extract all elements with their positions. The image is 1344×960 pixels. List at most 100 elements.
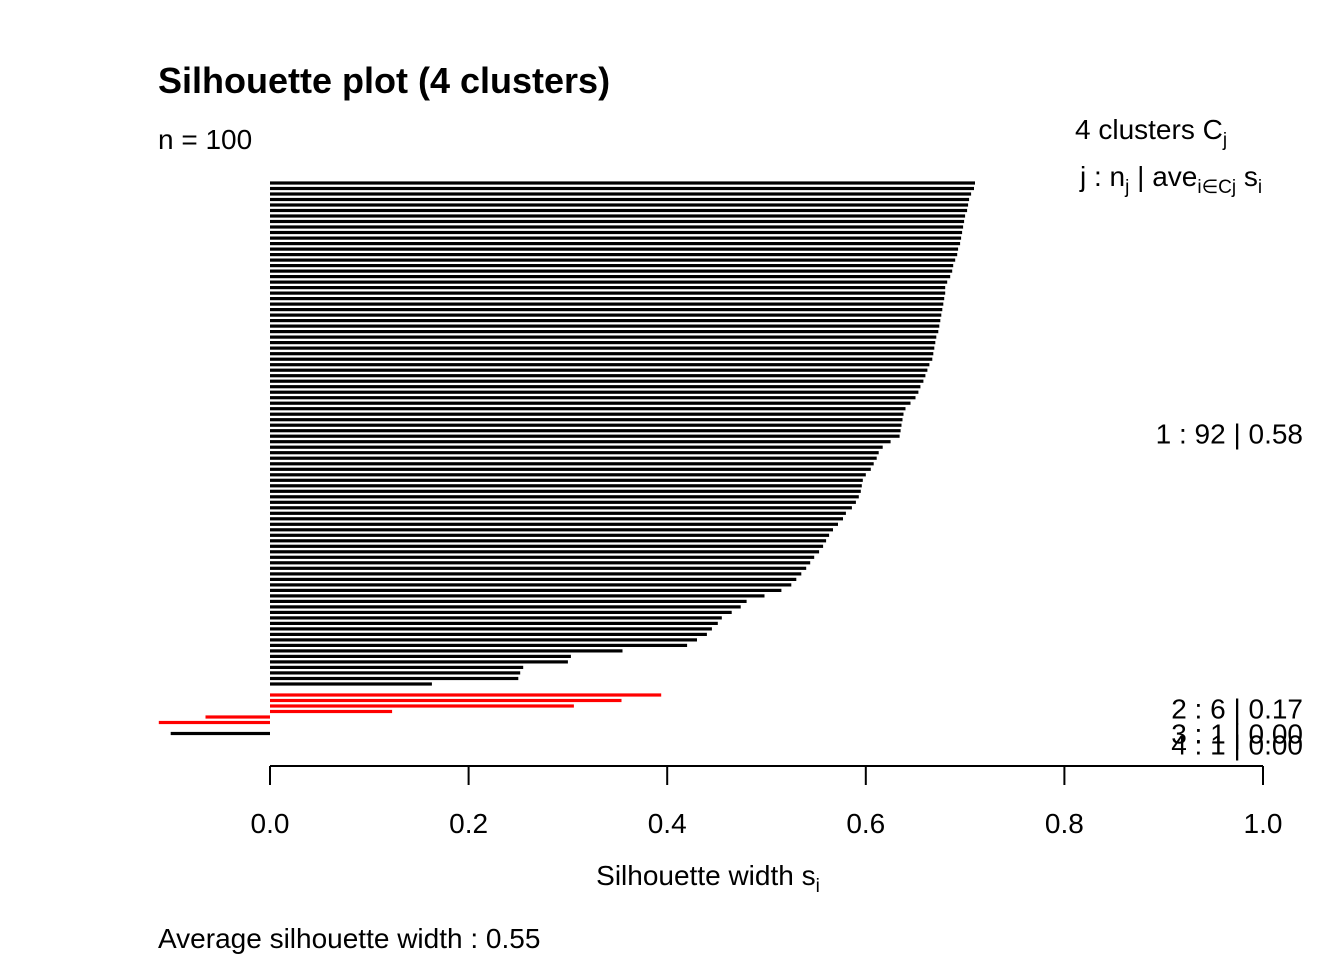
silhouette-bar-cluster-1 <box>270 242 961 246</box>
silhouette-bar-cluster-1 <box>270 550 820 554</box>
silhouette-bar-cluster-1 <box>270 203 969 207</box>
silhouette-bar-cluster-1 <box>270 302 944 306</box>
x-tick-label: 0.0 <box>251 808 290 839</box>
silhouette-bar-cluster-2 <box>270 693 662 697</box>
silhouette-bar-cluster-1 <box>270 533 830 537</box>
silhouette-bar-cluster-1 <box>270 456 877 460</box>
silhouette-bar-cluster-1 <box>270 594 765 598</box>
silhouette-bar-cluster-1 <box>270 363 930 367</box>
silhouette-bar-cluster-1 <box>270 412 904 416</box>
silhouette-bar-cluster-1 <box>270 605 741 609</box>
silhouette-bar-cluster-1 <box>270 324 940 328</box>
silhouette-bar-cluster-1 <box>270 269 953 273</box>
silhouette-bar-cluster-1 <box>270 445 883 449</box>
silhouette-bar-cluster-1 <box>270 286 946 290</box>
silhouette-bar-cluster-1 <box>270 682 432 686</box>
silhouette-bar-cluster-1 <box>270 599 747 603</box>
silhouette-bar-cluster-1 <box>270 225 964 229</box>
silhouette-bar-cluster-1 <box>270 308 943 312</box>
silhouette-bar-cluster-1 <box>270 627 712 631</box>
silhouette-bar-cluster-1 <box>270 632 707 636</box>
silhouette-bar-cluster-1 <box>270 374 926 378</box>
legend-header-line1: 4 clusters Cj <box>1075 114 1227 151</box>
silhouette-bar-cluster-1 <box>270 253 958 257</box>
x-tick-label: 1.0 <box>1244 808 1283 839</box>
silhouette-bar-cluster-1 <box>270 390 919 394</box>
silhouette-bar-cluster-3 <box>170 731 270 736</box>
silhouette-bars <box>158 181 975 736</box>
silhouette-bar-cluster-2 <box>205 715 270 719</box>
n-label: n = 100 <box>158 124 252 155</box>
silhouette-bar-cluster-1 <box>270 440 891 444</box>
silhouette-bar-cluster-1 <box>270 511 846 515</box>
silhouette-bar-cluster-1 <box>270 401 911 405</box>
silhouette-bar-cluster-1 <box>270 495 859 499</box>
silhouette-bar-cluster-1 <box>270 643 688 647</box>
silhouette-bar-cluster-1 <box>270 330 939 334</box>
silhouette-bar-cluster-1 <box>270 208 968 213</box>
silhouette-bar-cluster-1 <box>270 473 866 477</box>
silhouette-bar-cluster-1 <box>270 484 862 488</box>
x-tick-label: 0.6 <box>846 808 885 839</box>
cluster-label-3: 3 : 1 | 0.00 <box>1171 719 1303 750</box>
silhouette-bar-cluster-1 <box>270 665 524 669</box>
silhouette-bar-cluster-1 <box>270 654 571 658</box>
silhouette-bar-cluster-1 <box>270 313 942 317</box>
legend-header-line2: j : nj | avei∈Cj si <box>1079 161 1262 198</box>
silhouette-bar-cluster-1 <box>270 214 966 218</box>
silhouette-bar-cluster-1 <box>270 478 863 482</box>
silhouette-bar-cluster-1 <box>270 500 856 504</box>
silhouette-bar-cluster-1 <box>270 236 962 240</box>
silhouette-bar-cluster-1 <box>270 335 937 339</box>
x-axis: 0.0 0.2 0.4 0.6 0.8 1.0 <box>251 765 1283 839</box>
silhouette-bar-cluster-1 <box>270 264 954 268</box>
silhouette-bar-cluster-1 <box>270 489 861 493</box>
silhouette-bar-cluster-1 <box>270 572 802 576</box>
silhouette-bar-cluster-1 <box>270 357 933 361</box>
silhouette-bar-cluster-1 <box>270 346 935 350</box>
silhouette-bar-cluster-1 <box>270 671 521 675</box>
silhouette-bar-cluster-1 <box>270 588 782 592</box>
silhouette-bar-cluster-1 <box>270 297 945 301</box>
silhouette-bar-cluster-1 <box>270 451 879 455</box>
silhouette-bar-cluster-1 <box>270 197 970 202</box>
average-silhouette-width: Average silhouette width : 0.55 <box>158 923 540 954</box>
silhouette-bar-cluster-2 <box>270 709 393 714</box>
silhouette-bar-cluster-1 <box>270 396 916 400</box>
silhouette-bar-cluster-1 <box>270 429 901 433</box>
x-tick-label: 0.4 <box>648 808 687 839</box>
silhouette-bar-cluster-1 <box>270 219 965 224</box>
silhouette-bar-cluster-1 <box>270 583 792 587</box>
silhouette-bar-cluster-1 <box>270 368 928 372</box>
chart-title: Silhouette plot (4 clusters) <box>158 60 610 101</box>
cluster-label-2: 2 : 6 | 0.17 <box>1171 694 1303 725</box>
silhouette-bar-cluster-1 <box>270 275 951 279</box>
silhouette-bar-cluster-1 <box>270 528 833 532</box>
silhouette-bar-cluster-1 <box>270 192 972 196</box>
silhouette-bar-cluster-1 <box>270 258 956 262</box>
silhouette-bar-cluster-1 <box>270 506 852 510</box>
cluster-label-1: 1 : 92 | 0.58 <box>1156 419 1303 450</box>
silhouette-bar-cluster-1 <box>270 539 827 543</box>
silhouette-bar-cluster-1 <box>270 638 697 642</box>
cluster-labels: 1 : 92 | 0.58 2 : 6 | 0.173 : 1 | 0.004 :… <box>1156 419 1303 761</box>
silhouette-bar-cluster-2 <box>270 704 574 708</box>
silhouette-bar-cluster-1 <box>270 676 519 681</box>
silhouette-bar-cluster-1 <box>270 230 963 235</box>
silhouette-bar-cluster-1 <box>270 566 807 570</box>
silhouette-bar-cluster-1 <box>270 544 824 548</box>
silhouette-bar-cluster-1 <box>270 577 797 581</box>
silhouette-bar-cluster-1 <box>270 423 902 427</box>
silhouette-bar-cluster-1 <box>270 462 874 466</box>
silhouette-bar-cluster-1 <box>270 434 900 438</box>
silhouette-bar-cluster-1 <box>270 341 936 345</box>
x-tick-label: 0.8 <box>1045 808 1084 839</box>
silhouette-bar-cluster-2 <box>158 720 270 725</box>
silhouette-bar-cluster-1 <box>270 467 871 471</box>
silhouette-bar-cluster-1 <box>270 616 722 620</box>
x-tick-label: 0.2 <box>449 808 488 839</box>
silhouette-bar-cluster-1 <box>270 555 815 559</box>
cluster-label-4: 4 : 1 | 0.00 <box>1171 730 1303 761</box>
silhouette-bar-cluster-1 <box>270 186 974 191</box>
